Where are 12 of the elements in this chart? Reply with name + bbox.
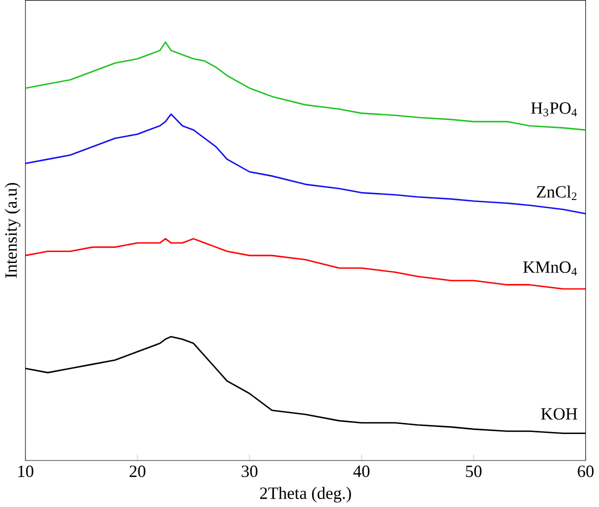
series-label: ZnCl$_{2}$: [536, 185, 576, 200]
series-label: H$_{3}$PO$_{4}$: [531, 102, 577, 116]
x-tick-label: 60: [578, 465, 594, 477]
x-tick-label: 50: [466, 465, 482, 477]
x-tick-label: 10: [18, 465, 34, 477]
x-tick-label: 20: [130, 465, 146, 477]
x-tick-label: 40: [353, 465, 370, 477]
y-axis-title: Intensity (a.u): [4, 182, 20, 278]
x-tick-label: 30: [242, 465, 258, 477]
series-label: KOH: [541, 408, 578, 420]
series-label: KMnO$_{4}$: [523, 261, 577, 276]
x-axis-title: 2Theta (deg.): [260, 486, 351, 502]
